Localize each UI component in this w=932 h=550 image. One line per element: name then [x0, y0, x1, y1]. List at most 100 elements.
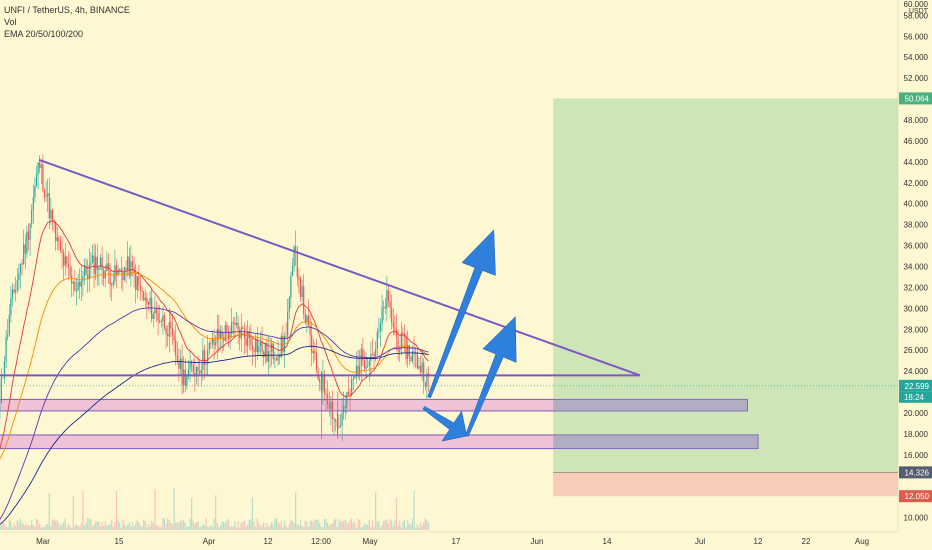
candle-body — [34, 186, 36, 198]
y-tick-label: 30.000 — [904, 304, 929, 313]
candle-body — [357, 365, 359, 375]
volume-bar — [232, 526, 234, 530]
volume-bar — [127, 524, 129, 530]
volume-bar — [21, 523, 23, 530]
time-axis-background — [0, 532, 898, 550]
candle-body — [19, 263, 22, 274]
candle-body — [379, 323, 382, 331]
candle-body — [303, 286, 305, 314]
candle-body — [223, 337, 225, 341]
candle-body — [219, 330, 222, 339]
candle-body — [325, 393, 327, 395]
candle-body — [51, 209, 54, 221]
candle-body — [146, 297, 148, 303]
candle-body — [355, 365, 358, 376]
volume-bar — [187, 526, 190, 530]
candle-body — [162, 315, 164, 322]
volume-bar — [386, 519, 388, 530]
volume-bar — [303, 527, 305, 530]
candle-body — [352, 378, 354, 380]
candle-body — [298, 277, 300, 280]
volume-bar — [298, 525, 300, 530]
volume-bar — [277, 522, 279, 530]
volume-bar — [400, 527, 402, 530]
volume-bar — [93, 524, 95, 530]
candle-body — [56, 237, 58, 242]
vol-indicator-label[interactable]: Vol — [4, 17, 17, 27]
candle-body — [221, 330, 223, 338]
candle-body — [240, 327, 242, 339]
candle-body — [288, 297, 290, 312]
volume-bar — [66, 526, 68, 530]
candle-body — [8, 315, 10, 335]
volume-bar — [125, 526, 127, 530]
target-price-badge: 50.064 — [905, 94, 930, 103]
candle-body — [15, 290, 17, 293]
volume-bar — [128, 522, 130, 530]
candle-body — [149, 297, 151, 305]
time-axis[interactable]: Mar 15 Apr 12 12:00 May 17 Jun 14 Jul 12 22 Aug — [0, 531, 898, 550]
entry-price-badge: 14.326 — [905, 468, 930, 477]
x-tick-label: Aug — [855, 537, 869, 546]
candle-body — [195, 366, 198, 377]
profit-zone — [553, 98, 898, 473]
ema-50-line — [0, 272, 429, 460]
candle-body — [186, 376, 188, 386]
volume-bar — [23, 523, 25, 530]
candle-body — [27, 231, 30, 240]
candle-body — [152, 313, 154, 319]
volume-bar — [64, 518, 66, 530]
entry-price-badge-bg — [899, 466, 932, 479]
candle-body — [7, 334, 9, 338]
candle-body — [349, 394, 351, 395]
volume-bar — [423, 522, 425, 530]
candle-body — [368, 360, 370, 366]
candle-body — [264, 342, 266, 358]
volume-bar — [24, 525, 26, 530]
volume-bar — [331, 523, 334, 530]
x-tick-label: 15 — [115, 537, 124, 546]
volume-bar — [216, 522, 218, 530]
volume-bar — [111, 519, 113, 530]
candle-body — [287, 311, 289, 337]
volume-bar — [311, 520, 313, 530]
volume-bar — [67, 524, 70, 530]
candle-body — [207, 349, 209, 365]
candle-body — [346, 392, 348, 408]
volume-bar — [312, 521, 314, 530]
volume-bar — [210, 525, 212, 530]
candle-body — [18, 273, 20, 281]
symbol-line[interactable]: UNFI / TetherUS, 4h, BINANCE — [4, 5, 130, 15]
candle-body — [117, 269, 119, 276]
candle-body — [5, 337, 7, 362]
volume-bar — [82, 490, 84, 530]
volume-bar — [157, 525, 159, 530]
x-tick-label: May — [362, 537, 377, 546]
candle-body — [211, 338, 214, 344]
candle-body — [235, 322, 238, 325]
candle-body — [271, 343, 273, 352]
x-tick-label: 17 — [452, 537, 461, 546]
volume-bar — [229, 525, 231, 530]
volume-bar — [115, 490, 118, 530]
volume-bar — [72, 496, 74, 530]
candle-body — [114, 265, 116, 282]
candle-body — [234, 322, 236, 325]
volume-bar — [234, 521, 236, 530]
volume-bar — [63, 522, 65, 530]
volume-bar — [197, 521, 199, 530]
volume-bar — [79, 526, 81, 530]
volume-bar — [75, 524, 78, 530]
volume-bar — [360, 527, 362, 530]
volume-bar — [170, 523, 172, 530]
candle-body — [411, 351, 414, 361]
volume-bar — [95, 521, 97, 530]
volume-bar — [135, 523, 137, 530]
ema-indicator-label[interactable]: EMA 20/50/100/200 — [4, 29, 84, 39]
volume-bar — [43, 527, 46, 530]
volume-bar — [141, 526, 143, 530]
volume-bar — [11, 527, 14, 530]
volume-bar — [87, 518, 89, 530]
